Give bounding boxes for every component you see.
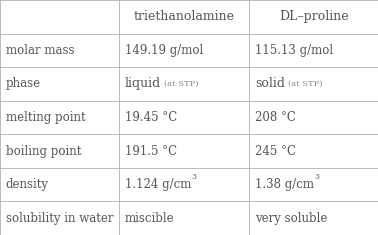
Text: melting point: melting point [6,111,85,124]
Text: (at STP): (at STP) [288,80,323,88]
Text: (at STP): (at STP) [164,80,198,88]
Text: very soluble: very soluble [255,212,327,225]
Text: 19.45 °C: 19.45 °C [125,111,177,124]
Text: liquid: liquid [125,77,161,90]
Text: 191.5 °C: 191.5 °C [125,145,177,158]
Text: 208 °C: 208 °C [255,111,296,124]
Text: 3: 3 [191,173,196,181]
Text: 1.38 g/cm: 1.38 g/cm [255,178,314,191]
Text: density: density [6,178,49,191]
Text: solid: solid [255,77,285,90]
Text: molar mass: molar mass [6,44,74,57]
Text: boiling point: boiling point [6,145,81,158]
Text: miscible: miscible [125,212,174,225]
Text: 1.124 g/cm: 1.124 g/cm [125,178,191,191]
Text: DL–proline: DL–proline [279,10,349,23]
Text: triethanolamine: triethanolamine [134,10,235,23]
Text: phase: phase [6,77,41,90]
Text: 245 °C: 245 °C [255,145,296,158]
Text: 149.19 g/mol: 149.19 g/mol [125,44,203,57]
Text: 3: 3 [314,173,319,181]
Text: solubility in water: solubility in water [6,212,113,225]
Text: 115.13 g/mol: 115.13 g/mol [255,44,333,57]
